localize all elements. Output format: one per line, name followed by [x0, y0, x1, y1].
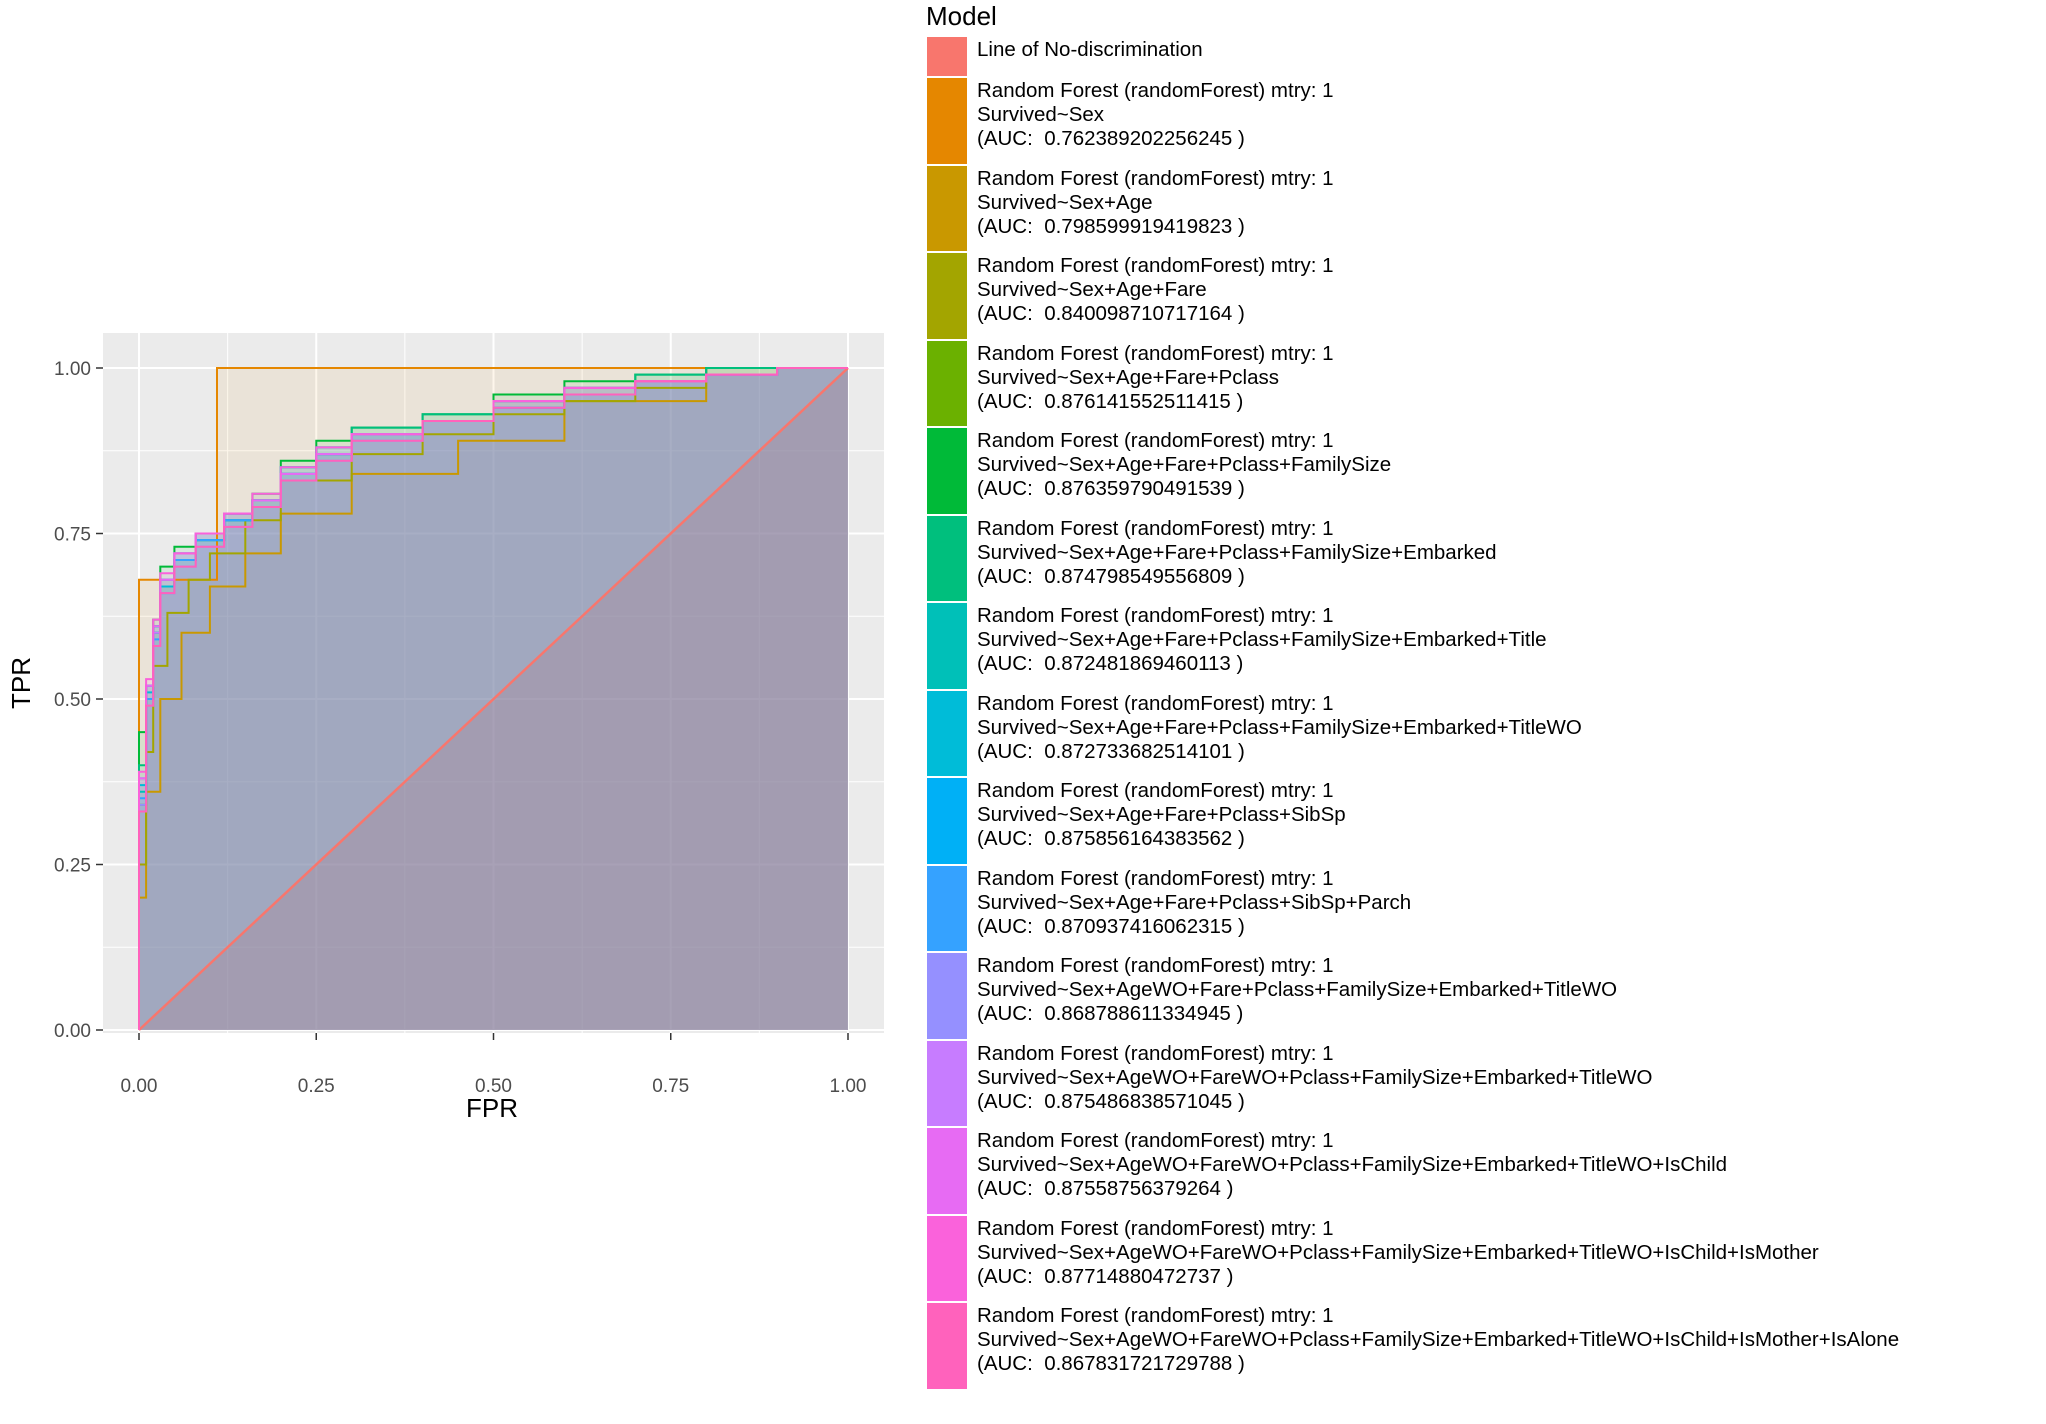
- legend-swatch: [926, 602, 968, 690]
- roc-lines: [138, 367, 849, 1031]
- legend-swatch: [926, 77, 968, 165]
- x-tick-label: 0.50: [475, 1076, 512, 1097]
- x-tick-label: 0.25: [298, 1076, 335, 1097]
- y-axis-title: TPR: [6, 657, 36, 709]
- legend-swatch: [926, 514, 968, 602]
- legend-label: Random Forest (randomForest) mtry: 1 Sur…: [977, 691, 1582, 763]
- legend-label: Random Forest (randomForest) mtry: 1 Sur…: [977, 954, 1618, 1026]
- legend-label: Random Forest (randomForest) mtry: 1 Sur…: [977, 79, 1334, 151]
- legend-swatch: [926, 1214, 968, 1302]
- legend-swatch: [926, 864, 968, 952]
- legend-swatch: [926, 1302, 968, 1390]
- legend-swatch: [926, 339, 968, 427]
- roc-curve: [138, 367, 848, 1030]
- y-tick-label: 0.75: [54, 525, 91, 546]
- legend-swatch: [926, 952, 968, 1040]
- x-axis-title: FPR: [466, 1093, 518, 1123]
- y-tick-label: 0.00: [54, 1021, 91, 1042]
- axis-ticks: 0.00 0.25 0.50 0.75 1.00 0.00 0.25 0.50 0.75 1.00: [54, 359, 866, 1097]
- line-no-discrimination: [138, 367, 849, 1031]
- legend-swatch: [926, 427, 968, 515]
- legend-label: Random Forest (randomForest) mtry: 1 Sur…: [977, 1041, 1653, 1113]
- legend-label: Random Forest (randomForest) mtry: 1 Sur…: [977, 341, 1334, 413]
- legend-label: Random Forest (randomForest) mtry: 1 Sur…: [977, 1304, 1900, 1376]
- legend-label: Random Forest (randomForest) mtry: 1 Sur…: [977, 166, 1334, 238]
- x-tick-label: 0.00: [121, 1076, 158, 1097]
- legend-label: Random Forest (randomForest) mtry: 1 Sur…: [977, 254, 1334, 326]
- legend-label: Random Forest (randomForest) mtry: 1 Sur…: [977, 516, 1497, 588]
- legend-label: Random Forest (randomForest) mtry: 1 Sur…: [977, 429, 1392, 501]
- roc-curve: [138, 367, 848, 1030]
- legend-swatch: [926, 777, 968, 865]
- legend-swatch: [926, 252, 968, 340]
- legend-swatch: [926, 1039, 968, 1127]
- roc-chart: 0.00 0.25 0.50 0.75 1.00 0.00 0.25 0.50 0.75 1.00…: [6, 333, 884, 1123]
- legend-label: Random Forest (randomForest) mtry: 1 Sur…: [977, 866, 1412, 938]
- legend-label: Random Forest (randomForest) mtry: 1 Sur…: [977, 1216, 1819, 1288]
- y-tick-label: 1.00: [54, 359, 91, 380]
- legend-swatch: [926, 164, 968, 252]
- legend-title: Model: [926, 1, 997, 31]
- legend-swatch: [926, 1127, 968, 1215]
- x-tick-label: 1.00: [830, 1076, 867, 1097]
- y-tick-label: 0.25: [54, 856, 91, 877]
- legend-label: Line of No-discrimination: [977, 38, 1203, 61]
- legend-swatch: [926, 36, 968, 77]
- legend-label: Random Forest (randomForest) mtry: 1 Sur…: [977, 1129, 1728, 1201]
- legend-swatch: [926, 689, 968, 777]
- legend-label: Random Forest (randomForest) mtry: 1 Sur…: [977, 604, 1547, 676]
- x-tick-label: 0.75: [652, 1076, 689, 1097]
- legend-label: Random Forest (randomForest) mtry: 1 Sur…: [977, 779, 1346, 851]
- y-tick-label: 0.50: [54, 690, 91, 711]
